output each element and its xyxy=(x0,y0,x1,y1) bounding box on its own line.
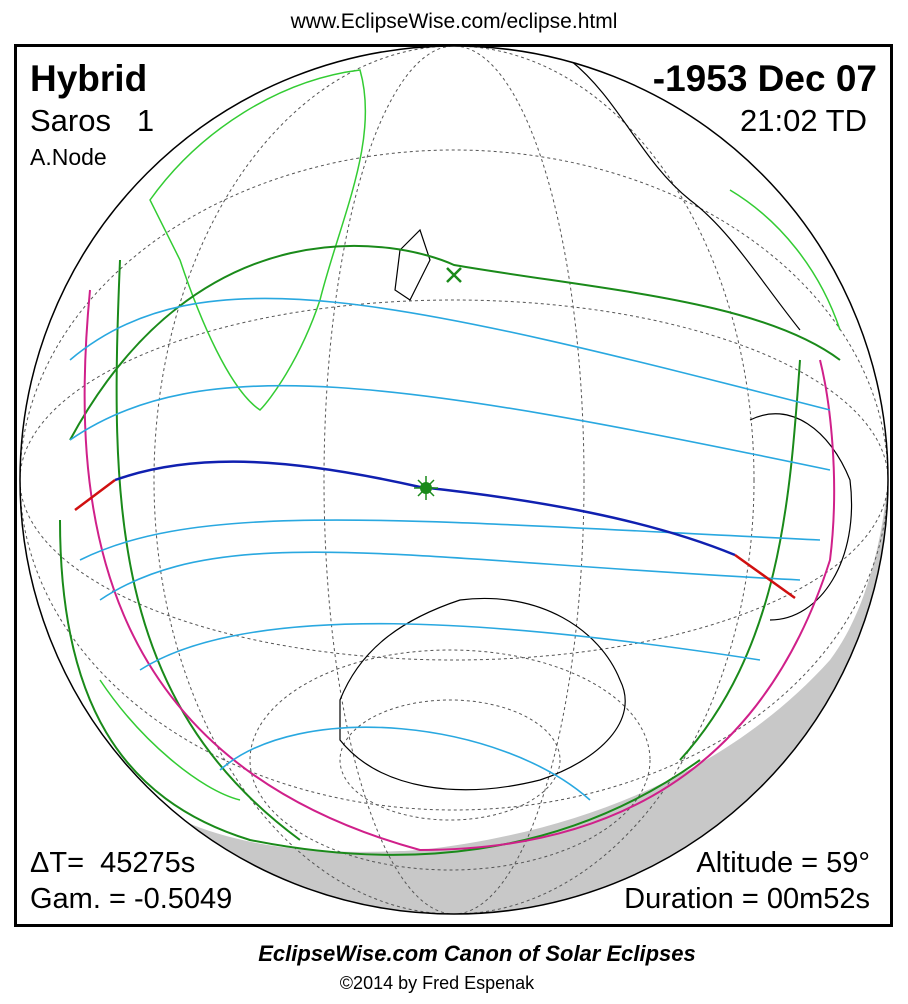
footer-title: EclipseWise.com Canon of Solar Eclipses xyxy=(258,941,696,966)
eclipse-type: Hybrid xyxy=(30,58,147,99)
date: -1953 Dec 07 xyxy=(653,58,877,99)
saros: Saros 1 xyxy=(30,103,154,138)
globe-outline xyxy=(19,45,889,915)
copyright: ©2014 by Fred Espenak xyxy=(340,973,535,993)
node: A.Node xyxy=(30,144,107,170)
altitude: Altitude = 59° xyxy=(696,847,870,879)
delta-t: ΔT= 45275s xyxy=(30,847,195,879)
url: www.EclipseWise.com/eclipse.html xyxy=(290,10,618,33)
globe xyxy=(20,46,888,914)
gamma: Gam. = -0.5049 xyxy=(30,883,232,915)
time: 21:02 TD xyxy=(740,103,867,138)
duration: Duration = 00m52s xyxy=(624,883,870,915)
